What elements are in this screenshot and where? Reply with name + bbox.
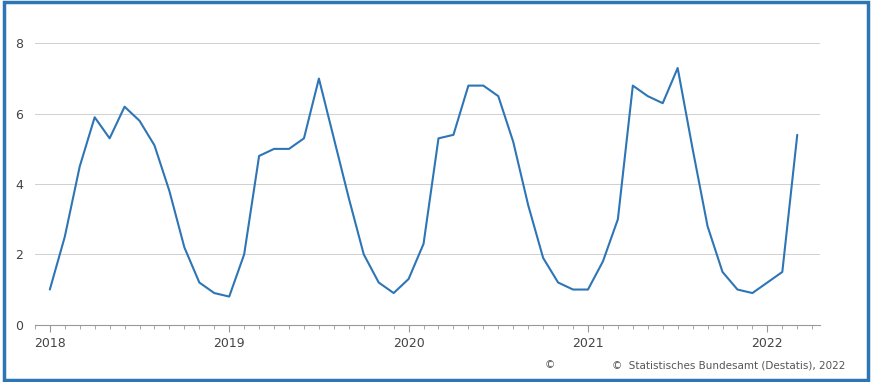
- Text: ©  Statistisches Bundesamt (Destatis), 2022: © Statistisches Bundesamt (Destatis), 20…: [612, 361, 846, 371]
- Text: ©: ©: [545, 361, 555, 371]
